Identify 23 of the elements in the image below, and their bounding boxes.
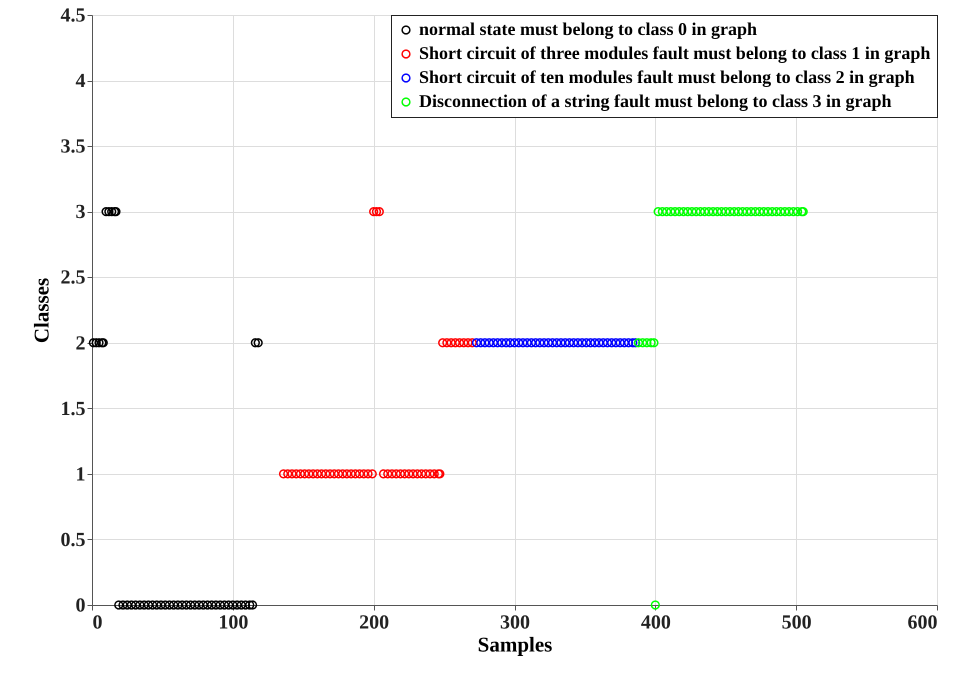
x-tick-label: 0 [92,612,102,634]
legend-label: Disconnection of a string fault must belong to class 3 in graph [419,91,892,111]
legend-label: Short circuit of three modules fault must belong to class 1 in graph [419,43,930,63]
x-tick-label: 200 [359,612,390,634]
y-tick-label: 2 [76,332,86,354]
y-tick-label: 4 [76,70,86,92]
y-tick-label: 0.5 [60,528,86,551]
y-tick-label: 0 [76,594,86,616]
x-axis-title: Samples [478,632,552,656]
y-tick-label: 2.5 [60,266,86,289]
x-tick-label: 100 [218,612,248,634]
y-tick-label: 4.5 [60,4,86,26]
x-tick-label: 500 [782,612,812,634]
y-tick-label: 3.5 [60,136,86,158]
x-tick-label: 600 [908,612,938,634]
y-tick-label: 1 [76,463,86,486]
legend-label: Short circuit of ten modules fault must belong to class 2 in graph [419,67,915,87]
y-tick-label: 3 [76,201,86,224]
y-axis-title: Classes [30,278,54,344]
x-tick-label: 300 [500,612,530,634]
x-tick-label: 400 [640,612,671,634]
legend-label: normal state must belong to class 0 in graph [419,19,758,39]
y-tick-label: 1.5 [60,398,86,420]
